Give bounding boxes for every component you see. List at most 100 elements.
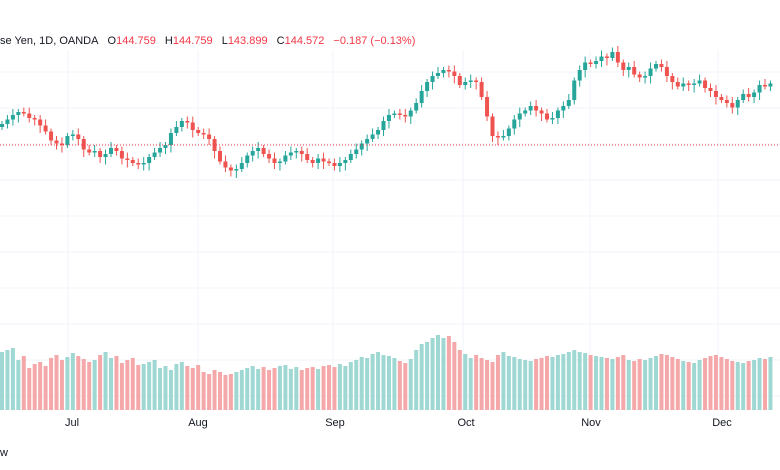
candle-body: [125, 158, 130, 160]
candle-body: [485, 97, 490, 117]
candle-body: [403, 115, 408, 117]
volume-bar: [757, 358, 762, 410]
candle-body: [316, 158, 321, 163]
volume-bar: [305, 368, 310, 410]
candle-body: [495, 136, 500, 138]
grid: [0, 50, 780, 410]
candle-body: [599, 56, 604, 61]
volume-bar: [594, 356, 599, 410]
volume-bar: [474, 355, 479, 410]
volume-bar: [190, 368, 195, 410]
volume-bar: [610, 359, 615, 410]
volume-bar: [654, 356, 658, 410]
volume-bar: [604, 358, 609, 410]
candle-body: [675, 82, 680, 87]
low-value: 143.899: [227, 35, 268, 47]
x-axis-label: Dec: [712, 417, 732, 429]
volume-bar: [103, 352, 108, 410]
candle-body: [109, 148, 113, 154]
volume-bar: [555, 355, 560, 410]
volume-bar: [545, 356, 549, 410]
candle-body: [87, 149, 92, 153]
candle-body: [299, 151, 304, 154]
volume-bar: [299, 370, 304, 410]
candle-body: [261, 148, 266, 154]
candle-body: [179, 121, 184, 127]
candle-body: [414, 103, 419, 111]
candle-body: [81, 139, 86, 150]
candle-body: [359, 143, 364, 150]
volume-bar: [16, 360, 21, 410]
candles: [0, 46, 773, 178]
volume-bar: [365, 358, 370, 410]
volume-bar: [201, 372, 206, 410]
volume-bar: [179, 362, 184, 410]
candle-body: [5, 119, 10, 124]
candle-body: [452, 71, 457, 76]
candle-body: [158, 148, 163, 153]
candle-body: [21, 112, 26, 114]
candle-body: [545, 113, 549, 120]
candle-body: [757, 85, 762, 93]
volume-bar: [425, 342, 430, 410]
candle-body: [92, 151, 97, 153]
volume-bar: [76, 356, 81, 410]
volume-bar: [114, 356, 119, 410]
volume-bar: [768, 357, 773, 410]
candle-body: [594, 61, 599, 64]
candle-body: [70, 134, 75, 136]
candle-body: [463, 82, 468, 85]
volume-bar: [752, 360, 757, 410]
candle-body: [130, 160, 135, 163]
candle-body: [136, 163, 141, 165]
candle-body: [327, 161, 331, 163]
candle-body: [763, 85, 767, 87]
volume-bar: [643, 360, 648, 410]
volume-bar: [763, 359, 767, 410]
candle-body: [697, 80, 702, 84]
candle-body: [250, 151, 255, 156]
candle-body: [692, 83, 697, 85]
x-axis-label: Sep: [325, 417, 345, 429]
volume-bar: [528, 361, 533, 410]
candle-body: [16, 112, 21, 115]
candle-body: [190, 122, 195, 130]
candle-body: [348, 154, 353, 160]
candle-body: [670, 76, 675, 82]
candle-body: [392, 113, 397, 115]
volume-bar: [27, 368, 32, 410]
volume-bar: [632, 361, 637, 410]
volume-bar: [92, 360, 97, 410]
candle-body: [550, 118, 555, 120]
candle-body: [506, 128, 511, 136]
volume-bar: [386, 356, 391, 410]
volume-bar: [583, 353, 588, 410]
candle-body: [103, 154, 108, 157]
volume-bar: [261, 367, 266, 410]
volume-bar: [125, 360, 130, 410]
volume-bar: [218, 372, 222, 410]
open-label: O: [107, 35, 117, 47]
volume-bar: [38, 362, 43, 410]
candle-body: [664, 67, 669, 76]
candle-body: [234, 169, 239, 171]
volume-bar: [626, 360, 631, 410]
candle-body: [267, 154, 272, 159]
x-axis-label: Oct: [457, 417, 474, 429]
candle-body: [43, 125, 48, 132]
volume-bar: [348, 362, 353, 410]
ohlc-legend: se Yen, 1D, OANDA O144.759 H144.759 L143…: [0, 34, 415, 48]
volume-bar: [234, 372, 239, 410]
volume-bar: [446, 336, 451, 410]
volume-bar: [321, 366, 326, 410]
volume-bar: [81, 359, 86, 410]
volume-bar: [277, 366, 282, 410]
volume-bar: [392, 358, 397, 410]
volume-bar: [534, 359, 539, 410]
candle-body: [746, 94, 751, 97]
volume-bar: [359, 357, 364, 410]
volume-bar: [414, 350, 419, 410]
volume-bar: [659, 354, 664, 410]
candle-body: [288, 152, 293, 156]
